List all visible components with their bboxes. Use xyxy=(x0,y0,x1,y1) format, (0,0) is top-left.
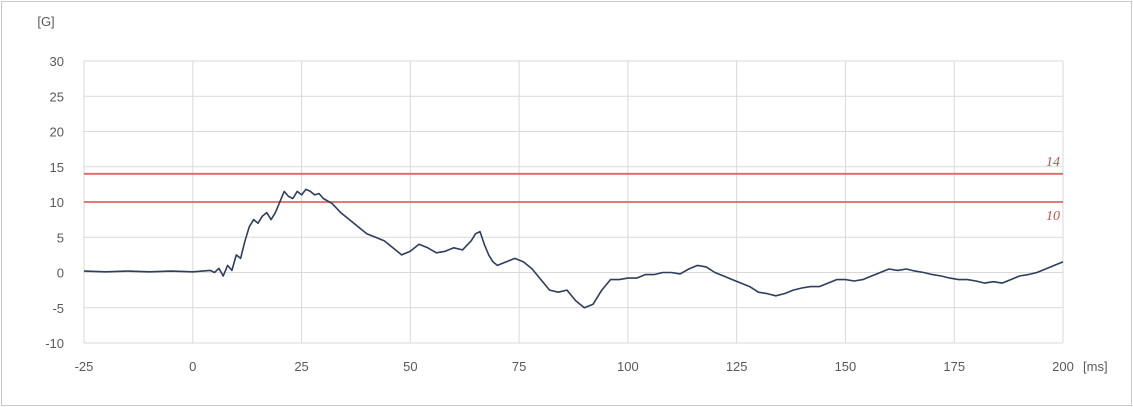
x-tick-label: -25 xyxy=(75,359,94,374)
x-axis-unit-label: [ms] xyxy=(1083,359,1108,374)
y-tick-label: -10 xyxy=(45,336,64,351)
series-line xyxy=(83,188,1064,309)
y-axis-unit-label: [G] xyxy=(37,14,54,29)
reference-line-label: 14 xyxy=(1046,155,1060,170)
series-group xyxy=(83,188,1064,309)
reference-lines: 14 10 xyxy=(84,155,1063,224)
y-tick-label: 15 xyxy=(50,160,64,175)
y-tick-label: 0 xyxy=(57,266,64,281)
x-tick-label: 100 xyxy=(617,359,639,374)
y-tick-label: 25 xyxy=(50,89,64,104)
y-tick-label: 30 xyxy=(50,54,64,69)
y-tick-labels: -10 -5 0 5 10 15 20 25 30 xyxy=(45,54,64,351)
reference-line-label: 10 xyxy=(1046,209,1060,224)
x-tick-label: 125 xyxy=(726,359,748,374)
x-tick-label: 25 xyxy=(294,359,308,374)
x-tick-label: 150 xyxy=(835,359,857,374)
x-tick-label: 200 xyxy=(1052,359,1074,374)
y-tick-label: 10 xyxy=(50,195,64,210)
x-tick-label: 75 xyxy=(512,359,526,374)
x-tick-label: 0 xyxy=(189,359,196,374)
y-tick-label: -5 xyxy=(52,301,64,316)
x-tick-label: 175 xyxy=(943,359,965,374)
x-tick-label: 50 xyxy=(403,359,417,374)
x-tick-labels: -25 0 25 50 75 100 125 150 175 200 xyxy=(75,359,1074,374)
y-tick-label: 20 xyxy=(50,125,64,140)
y-tick-label: 5 xyxy=(57,230,64,245)
